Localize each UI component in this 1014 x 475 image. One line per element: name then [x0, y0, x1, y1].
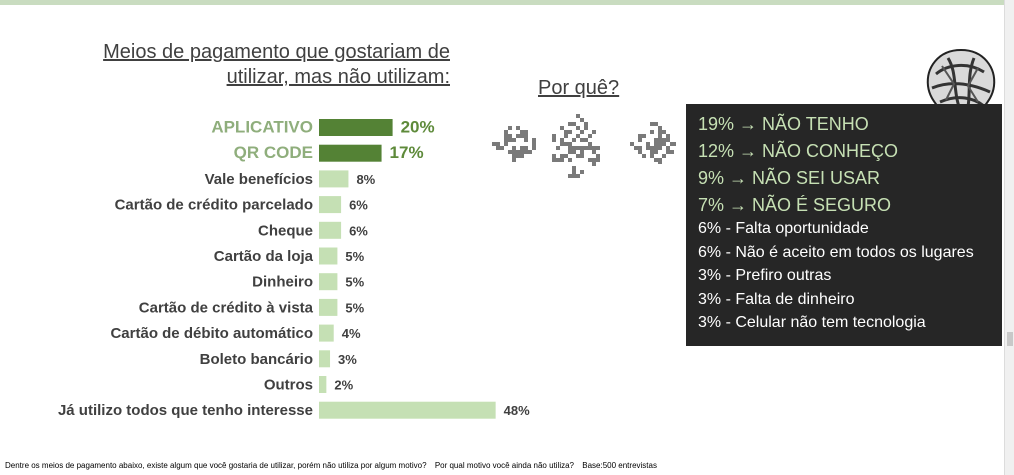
- category-label-9: Boleto bancário: [200, 351, 313, 368]
- qr-code-image-2: [552, 114, 600, 178]
- reason-main-3: 7% → NÃO É SEGURO: [698, 195, 892, 215]
- reason-main-0: 19% → NÃO TENHO: [698, 114, 869, 134]
- value-label-5: 5%: [345, 249, 364, 264]
- bar-10: [319, 376, 327, 393]
- value-label-8: 4%: [342, 326, 361, 341]
- value-label-3: 6%: [349, 198, 368, 213]
- value-label-11: 48%: [504, 403, 530, 418]
- category-label-11: Já utilizo todos que tenho interesse: [58, 402, 313, 419]
- reasons-heading: Por quê?: [538, 77, 620, 99]
- category-label-1: QR CODE: [234, 143, 313, 162]
- top-accent-bar: [0, 0, 1004, 5]
- footer-notes: Dentre os meios de pagamento abaixo, exi…: [5, 461, 663, 470]
- bar-0: [319, 119, 393, 136]
- category-label-8: Cartão de débito automático: [110, 325, 313, 342]
- bar-6: [319, 273, 338, 291]
- footer-question-1: Dentre os meios de pagamento abaixo, exi…: [5, 461, 427, 470]
- bar-chart: APLICATIVO 20% QR CODE 17% Vale benefícios 8%…: [58, 118, 530, 420]
- bar-4: [319, 221, 342, 239]
- value-label-0: 20%: [401, 118, 435, 137]
- bar-5: [319, 247, 338, 265]
- bar-11: [319, 401, 496, 419]
- chart-title: Meios de pagamento que gostariam de util…: [103, 41, 450, 88]
- category-label-0: APLICATIVO: [211, 118, 313, 137]
- value-label-10: 2%: [334, 378, 353, 393]
- reason-minor-4: 3% - Celular não tem tecnologia: [698, 314, 926, 331]
- category-label-5: Cartão da loja: [214, 248, 314, 265]
- footer-question-2: Por qual motivo você ainda não utiliza?: [434, 461, 575, 470]
- value-label-6: 5%: [345, 275, 364, 290]
- bar-8: [319, 324, 334, 342]
- value-label-9: 3%: [338, 352, 357, 367]
- reason-minor-2: 3% - Prefiro outras: [698, 267, 832, 284]
- value-label-4: 6%: [349, 223, 368, 238]
- vertical-scrollbar[interactable]: [1004, 0, 1014, 475]
- qr-code-image-3: [630, 122, 676, 164]
- category-label-2: Vale benefícios: [205, 171, 313, 188]
- reason-main-2: 9% → NÃO SEI USAR: [698, 168, 881, 188]
- category-label-10: Outros: [264, 377, 313, 394]
- qr-code-image-1: [492, 126, 536, 162]
- bar-1: [319, 144, 382, 162]
- reason-minor-0: 6% - Falta oportunidade: [698, 220, 869, 237]
- scrollbar-thumb[interactable]: [1007, 332, 1013, 346]
- bar-7: [319, 298, 338, 316]
- reason-minor-3: 3% - Falta de dinheiro: [698, 290, 855, 308]
- bar-3: [319, 196, 342, 214]
- bar-9: [319, 350, 331, 368]
- bar-2: [319, 170, 349, 188]
- category-label-6: Dinheiro: [252, 274, 313, 291]
- reason-minor-1: 6% - Não é aceito em todos os lugares: [698, 243, 974, 261]
- reason-main-1: 12% → NÃO CONHEÇO: [698, 141, 899, 161]
- category-label-4: Cheque: [258, 222, 313, 239]
- value-label-7: 5%: [345, 300, 364, 315]
- category-label-3: Cartão de crédito parcelado: [115, 197, 313, 214]
- value-label-2: 8%: [356, 172, 375, 187]
- reasons-box: 19% → NÃO TENHO 12% → NÃO CONHEÇO 9% → NÃO…: [686, 104, 1002, 346]
- value-label-1: 17%: [390, 143, 424, 162]
- footer-base: Base:500 entrevistas: [582, 461, 657, 470]
- category-label-7: Cartão de crédito à vista: [139, 299, 314, 316]
